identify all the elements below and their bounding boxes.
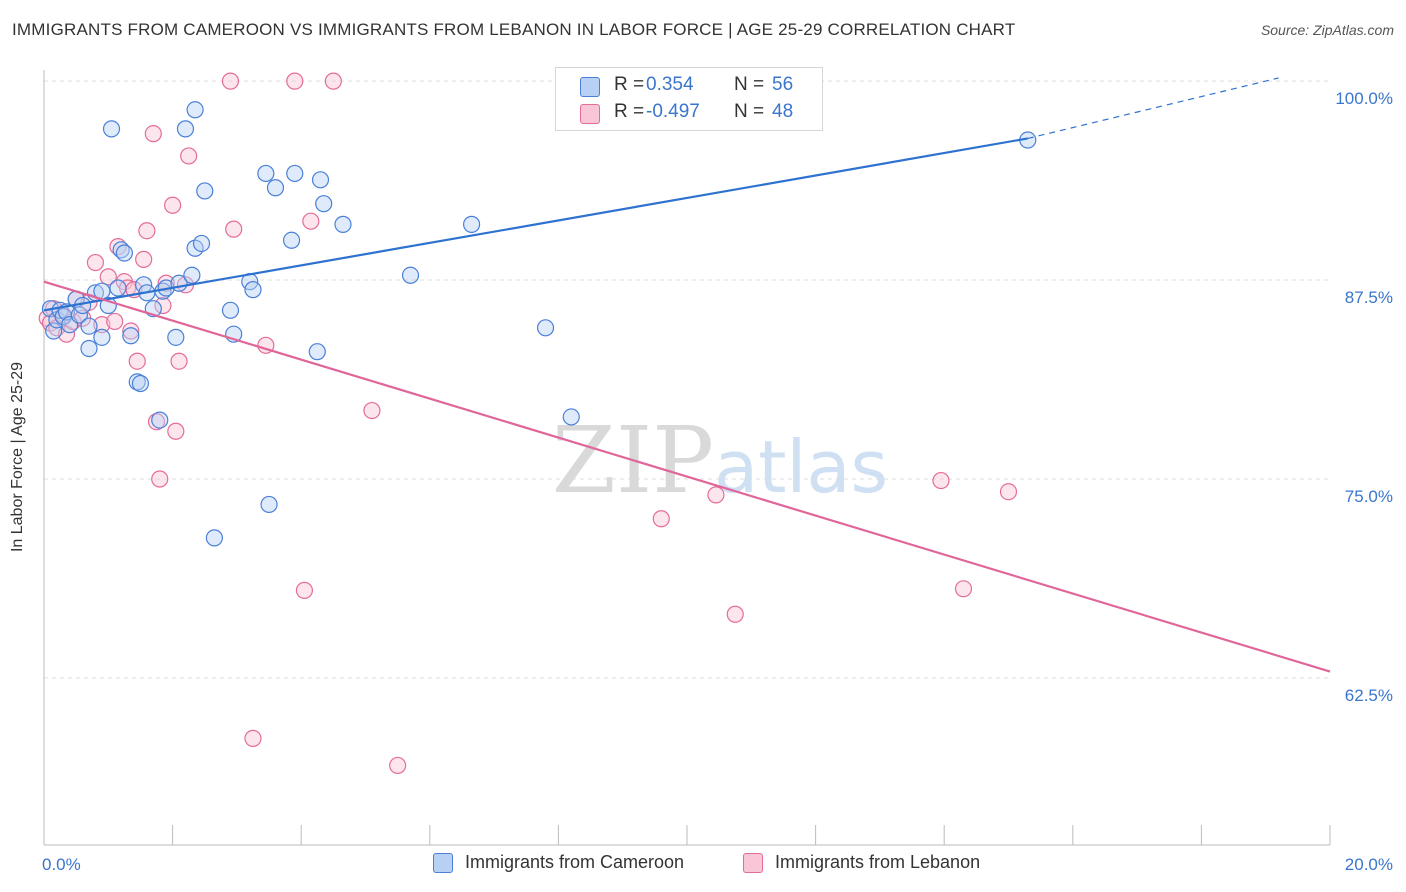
cameroon-point xyxy=(462,215,481,233)
cameroon-point xyxy=(266,179,285,197)
cameroon-point xyxy=(196,182,214,200)
x-tick-label: 0.0% xyxy=(42,855,81,874)
cameroon-point xyxy=(308,343,326,361)
x-tick-label: 20.0% xyxy=(1345,855,1393,874)
lebanon-point xyxy=(302,212,320,230)
cameroon-point xyxy=(221,301,240,319)
r-value: -0.497 xyxy=(646,101,700,122)
lebanon-point xyxy=(389,756,407,775)
cameroon-point xyxy=(192,234,211,253)
legend-label-cameroon: Immigrants from Cameroon xyxy=(465,852,685,872)
cameroon-point xyxy=(334,215,352,233)
lebanon-point xyxy=(225,220,243,238)
chart-title: IMMIGRANTS FROM CAMEROON VS IMMIGRANTS F… xyxy=(12,20,1016,39)
cameroon-point xyxy=(80,339,98,358)
lebanon-point xyxy=(244,729,262,747)
cameroon-point xyxy=(244,281,262,299)
y-tick-label: 100.0% xyxy=(1335,89,1393,108)
lebanon-point xyxy=(151,470,169,488)
cameroon-point xyxy=(205,529,223,547)
cameroon-point xyxy=(45,322,63,340)
cameroon-legend-swatch xyxy=(433,853,453,873)
cameroon-point xyxy=(282,231,301,249)
lebanon-swatch xyxy=(580,104,600,124)
y-tick-label: 75.0% xyxy=(1345,487,1393,506)
lebanon-points xyxy=(38,72,1018,775)
lebanon-point xyxy=(954,580,973,598)
trend-lines xyxy=(43,77,1331,673)
cameroon-point xyxy=(286,164,304,183)
cameroon-point xyxy=(176,120,195,138)
n-value: 48 xyxy=(772,101,794,122)
cameroon-trend-extension xyxy=(1027,77,1279,140)
cameroon-point xyxy=(109,279,127,297)
lebanon-point xyxy=(726,605,744,623)
cameroon-point xyxy=(311,171,330,189)
lebanon-point xyxy=(135,250,153,268)
lebanon-point xyxy=(170,352,188,370)
lebanon-point xyxy=(363,401,381,420)
lebanon-point xyxy=(180,147,198,165)
lebanon-point xyxy=(144,125,162,143)
r-value: 0.354 xyxy=(646,74,694,95)
cameroon-point xyxy=(93,328,111,346)
lebanon-point xyxy=(286,72,304,90)
correlation-legend: R = 0.354 N = 56 R = -0.497 N = 48 xyxy=(555,67,823,131)
cameroon-point xyxy=(562,408,580,426)
cameroon-point xyxy=(131,374,150,393)
lebanon-legend-swatch xyxy=(743,853,763,873)
cameroon-point xyxy=(536,319,555,337)
lebanon-point xyxy=(164,196,182,214)
cameroon-point xyxy=(167,328,185,346)
source-credit: Source: ZipAtlas.com xyxy=(1260,22,1394,38)
lebanon-point xyxy=(932,471,950,490)
cameroon-point xyxy=(260,495,278,514)
cameroon-point xyxy=(122,327,140,345)
n-value: 56 xyxy=(772,74,794,95)
lebanon-point xyxy=(109,238,127,256)
legend-label-lebanon: Immigrants from Lebanon xyxy=(775,852,981,872)
y-tick-label: 62.5% xyxy=(1345,686,1393,705)
lebanon-point xyxy=(999,483,1018,501)
lebanon-point xyxy=(707,486,725,504)
lebanon-point xyxy=(106,312,124,331)
cameroon-point xyxy=(115,244,133,262)
axes xyxy=(43,70,1331,846)
cameroon-point xyxy=(186,101,204,119)
cameroon-point xyxy=(183,266,201,284)
lebanon-trend-line xyxy=(43,280,1331,673)
n-label: N = xyxy=(734,101,765,122)
lebanon-point xyxy=(122,322,140,340)
grid-lines xyxy=(44,80,1330,679)
y-tick-label: 87.5% xyxy=(1345,288,1393,307)
lebanon-point xyxy=(138,222,156,240)
cameroon-point xyxy=(80,317,98,335)
cameroon-point xyxy=(151,411,169,429)
lebanon-point xyxy=(86,253,105,272)
lebanon-point xyxy=(154,296,172,315)
lebanon-point xyxy=(167,422,185,440)
r-label: R = xyxy=(614,101,645,122)
lebanon-point xyxy=(99,268,117,286)
cameroon-trend-line xyxy=(43,137,1028,312)
lebanon-point xyxy=(128,352,146,370)
r-label: R = xyxy=(614,74,645,95)
cameroon-point xyxy=(112,241,130,259)
cameroon-point xyxy=(257,164,275,183)
cameroon-point xyxy=(102,120,121,138)
n-label: N = xyxy=(734,74,765,95)
cameroon-swatch xyxy=(580,77,600,97)
lebanon-point xyxy=(652,510,670,528)
cameroon-point xyxy=(70,306,88,324)
lebanon-point xyxy=(324,72,342,90)
cameroon-point xyxy=(315,195,333,213)
lebanon-point xyxy=(295,581,314,599)
cameroon-point xyxy=(401,266,420,284)
tick-labels: 100.0% 87.5% 75.0% 62.5% 0.0% 20.0% xyxy=(42,89,1393,874)
lebanon-point xyxy=(93,316,111,334)
lebanon-point xyxy=(221,72,240,90)
